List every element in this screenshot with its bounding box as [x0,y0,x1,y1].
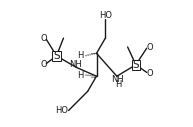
Text: NH: NH [69,60,82,69]
Text: H: H [115,80,121,89]
Text: O: O [41,34,47,43]
Text: O: O [146,69,153,77]
Text: S: S [53,51,60,61]
FancyBboxPatch shape [52,51,61,61]
Text: H: H [77,71,84,80]
FancyBboxPatch shape [132,60,140,70]
Text: HO: HO [100,11,113,20]
Text: O: O [146,43,153,52]
Text: NH: NH [112,75,124,84]
Text: S: S [133,60,139,70]
Text: O: O [41,60,47,69]
Text: HO: HO [55,106,68,115]
Text: H: H [77,51,84,60]
